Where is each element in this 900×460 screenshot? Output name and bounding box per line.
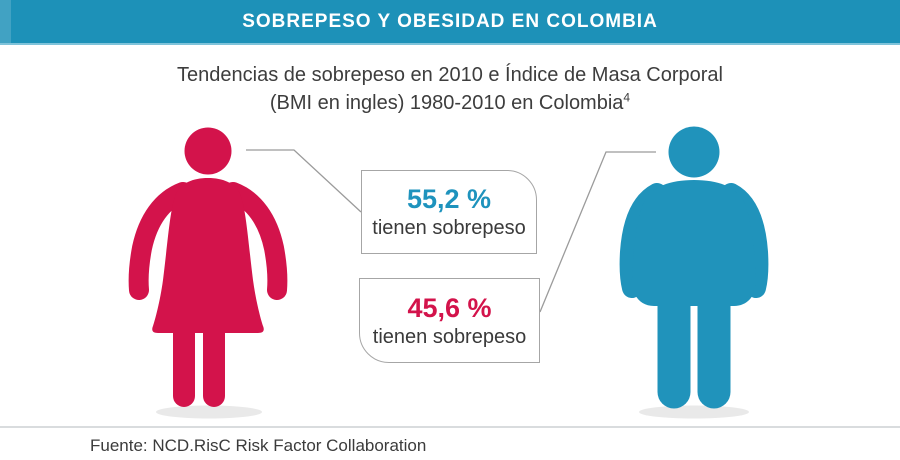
callout-female: 55,2 % tienen sobrepeso — [361, 170, 537, 254]
female-figure-icon — [128, 127, 288, 407]
subtitle-line1: Tendencias de sobrepeso en 2010 e Índice… — [177, 64, 723, 86]
callout-male-label: tienen sobrepeso — [372, 325, 527, 348]
footer-divider — [0, 426, 900, 428]
female-right-arm — [223, 182, 288, 300]
connector-line-female — [246, 149, 362, 213]
connector-line-male — [539, 151, 656, 313]
subtitle-line2: (BMI en ingles) 1980-2010 en Colombia4 — [269, 90, 631, 114]
male-head — [668, 126, 720, 178]
callout-female-value: 55,2 % — [406, 184, 492, 214]
page-title: SOBREPESO Y OBESIDAD EN COLOMBIA — [242, 10, 658, 32]
header-bar: SOBREPESO Y OBESIDAD EN COLOMBIA — [0, 0, 900, 45]
female-head — [184, 127, 232, 175]
callout-male-value: 45,6 % — [407, 292, 492, 323]
source-text: Fuente: NCD.RisC Risk Factor Collaborati… — [90, 436, 427, 455]
female-shadow — [156, 405, 262, 419]
callout-female-label: tienen sobrepeso — [372, 217, 526, 239]
callout-male: 45,6 % tienen sobrepeso — [359, 278, 540, 363]
female-left-arm — [128, 182, 193, 300]
subtitle: Tendencias de sobrepeso en 2010 e Índice… — [0, 61, 900, 117]
male-shadow — [639, 405, 749, 419]
male-body — [631, 180, 757, 306]
male-figure-icon — [619, 126, 769, 409]
footnote-marker: 4 — [623, 90, 631, 105]
female-body — [152, 178, 264, 333]
